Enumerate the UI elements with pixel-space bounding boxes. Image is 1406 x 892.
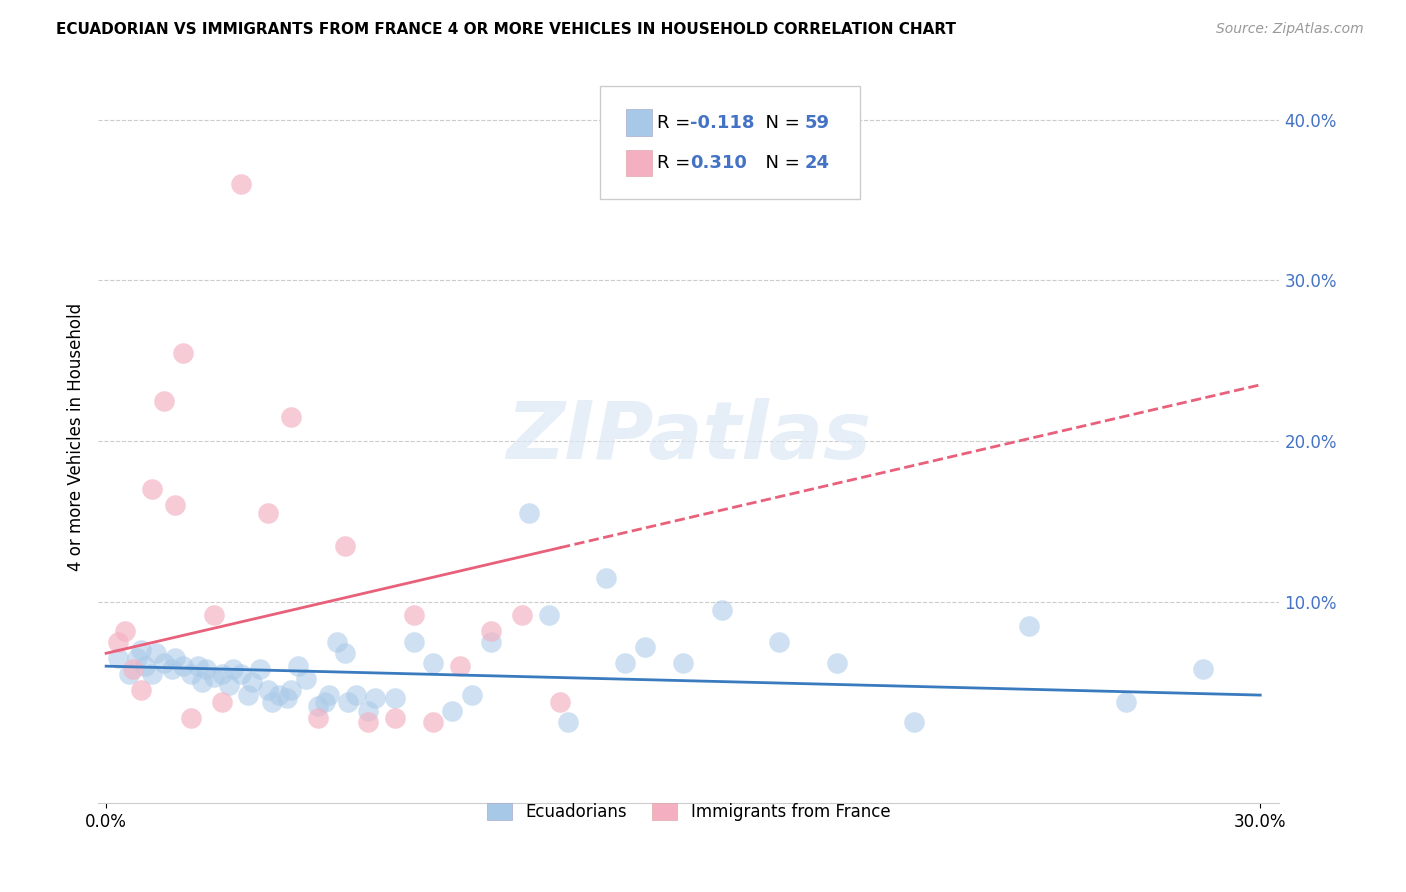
Point <box>344 688 367 702</box>
Point <box>153 393 176 408</box>
Point <box>460 688 482 702</box>
Point <box>107 651 129 665</box>
Point <box>768 635 790 649</box>
Text: Source: ZipAtlas.com: Source: ZipAtlas.com <box>1216 22 1364 37</box>
Point <box>134 659 156 673</box>
Point <box>118 667 141 681</box>
FancyBboxPatch shape <box>626 110 652 136</box>
Point <box>256 507 278 521</box>
Point <box>165 651 187 665</box>
Point <box>229 667 252 681</box>
Text: 24: 24 <box>804 153 830 172</box>
Text: R =: R = <box>657 153 696 172</box>
Point <box>295 672 318 686</box>
Point <box>710 603 733 617</box>
Text: R =: R = <box>657 113 696 131</box>
Point <box>337 694 360 708</box>
Point <box>402 607 425 622</box>
Point <box>280 683 302 698</box>
Point <box>479 635 502 649</box>
Point <box>145 646 167 660</box>
Text: 59: 59 <box>804 113 830 131</box>
Point <box>318 688 340 702</box>
Point <box>160 662 183 676</box>
Point <box>172 659 194 673</box>
Text: N =: N = <box>754 153 806 172</box>
Point <box>517 507 540 521</box>
Point <box>276 691 298 706</box>
Point <box>107 635 129 649</box>
Point <box>125 651 148 665</box>
Text: N =: N = <box>754 113 806 131</box>
Point <box>195 662 218 676</box>
Point <box>548 694 571 708</box>
Text: 0.310: 0.310 <box>690 153 747 172</box>
Point <box>1018 619 1040 633</box>
Legend: Ecuadorians, Immigrants from France: Ecuadorians, Immigrants from France <box>474 789 904 835</box>
Point <box>357 715 380 730</box>
Point <box>129 643 152 657</box>
Point <box>260 694 283 708</box>
Point <box>180 667 202 681</box>
Point <box>422 715 444 730</box>
Point <box>211 694 233 708</box>
FancyBboxPatch shape <box>626 150 652 176</box>
Point <box>114 624 136 638</box>
Point <box>614 656 637 670</box>
Point <box>557 715 579 730</box>
Point <box>384 691 406 706</box>
Point <box>202 607 225 622</box>
Point <box>191 675 214 690</box>
Point <box>307 699 329 714</box>
Point <box>153 656 176 670</box>
Point <box>238 688 260 702</box>
Point <box>1115 694 1137 708</box>
Point <box>122 662 145 676</box>
Point <box>229 177 252 191</box>
Text: ECUADORIAN VS IMMIGRANTS FROM FRANCE 4 OR MORE VEHICLES IN HOUSEHOLD CORRELATION: ECUADORIAN VS IMMIGRANTS FROM FRANCE 4 O… <box>56 22 956 37</box>
Point <box>903 715 925 730</box>
Point <box>141 483 163 497</box>
Point <box>180 710 202 724</box>
Point <box>333 646 356 660</box>
Point <box>634 640 657 654</box>
FancyBboxPatch shape <box>600 86 860 200</box>
Point <box>384 710 406 724</box>
Point <box>333 539 356 553</box>
Point <box>672 656 695 670</box>
Point <box>510 607 533 622</box>
Point <box>449 659 471 673</box>
Point <box>825 656 848 670</box>
Point <box>218 678 240 692</box>
Point <box>269 688 291 702</box>
Point <box>240 675 263 690</box>
Point <box>249 662 271 676</box>
Point <box>256 683 278 698</box>
Point <box>129 683 152 698</box>
Point <box>141 667 163 681</box>
Point <box>222 662 245 676</box>
Text: ZIPatlas: ZIPatlas <box>506 398 872 476</box>
Point <box>280 409 302 424</box>
Point <box>364 691 387 706</box>
Point <box>314 694 336 708</box>
Point <box>202 670 225 684</box>
Point <box>1191 662 1213 676</box>
Y-axis label: 4 or more Vehicles in Household: 4 or more Vehicles in Household <box>66 303 84 571</box>
Point <box>172 345 194 359</box>
Text: -0.118: -0.118 <box>690 113 755 131</box>
Point <box>537 607 560 622</box>
Point <box>479 624 502 638</box>
Point <box>211 667 233 681</box>
Point <box>595 571 617 585</box>
Point <box>326 635 349 649</box>
Point <box>187 659 209 673</box>
Point <box>165 499 187 513</box>
Point <box>307 710 329 724</box>
Point <box>441 704 464 718</box>
Point <box>357 704 380 718</box>
Point <box>402 635 425 649</box>
Point <box>422 656 444 670</box>
Point <box>287 659 309 673</box>
